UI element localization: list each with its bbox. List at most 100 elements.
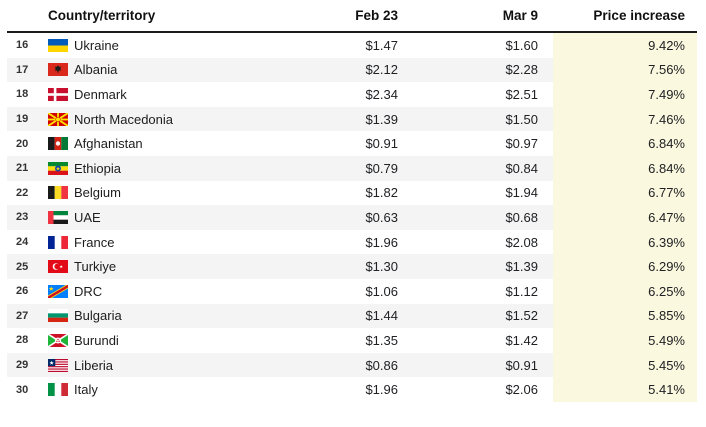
country-name: Italy [74, 382, 98, 398]
flag-north-macedonia-icon [48, 112, 68, 126]
rank-cell: 18 [16, 88, 29, 101]
country-cell: DRC [48, 279, 263, 304]
country-cell: Turkiye [48, 254, 263, 279]
mar9-price-cell: $1.94 [505, 185, 538, 201]
country-name: Ukraine [74, 37, 119, 53]
price-increase-table: Country/territory Feb 23 Mar 9 Price inc… [7, 0, 697, 402]
country-cell: Ukraine [48, 33, 263, 58]
price-increase-cell: 6.47% [553, 205, 697, 230]
mar9-price-cell: $0.84 [505, 160, 538, 176]
flag-bulgaria-icon [48, 309, 68, 323]
flag-burundi-icon [48, 333, 68, 347]
table-row: 30 Italy $1.96 $2.06 5.41% [7, 377, 697, 402]
country-name: France [74, 234, 115, 250]
flag-denmark-icon [48, 87, 68, 101]
table-row: 26 DRC $1.06 $1.12 6.25% [7, 278, 697, 304]
country-cell: North Macedonia [48, 107, 263, 132]
country-cell: France [48, 230, 263, 255]
feb23-price-cell: $1.96 [365, 382, 398, 398]
feb23-price-cell: $0.91 [365, 136, 398, 152]
feb23-price-cell: $1.44 [365, 308, 398, 324]
price-increase-cell: 9.42% [553, 33, 697, 58]
price-increase-cell: 5.49% [553, 328, 697, 353]
country-cell: Liberia [48, 353, 263, 378]
feb23-price-cell: $2.34 [365, 86, 398, 102]
country-name: DRC [74, 283, 103, 299]
flag-belgium-icon [48, 186, 68, 200]
flag-drc-icon [48, 284, 68, 298]
flag-liberia-icon [48, 358, 68, 372]
feb23-price-cell: $1.30 [365, 259, 398, 275]
country-cell: Italy [48, 377, 263, 402]
country-name: Liberia [74, 357, 114, 373]
price-increase-cell: 6.77% [553, 180, 697, 206]
table-row: 29 Liberia $0.86 $0.91 5.45% [7, 352, 697, 378]
country-cell: Afghanistan [48, 131, 263, 156]
country-name: Ethiopia [74, 160, 121, 176]
country-name: Albania [74, 62, 118, 78]
mar9-price-cell: $1.60 [505, 37, 538, 53]
country-name: North Macedonia [74, 111, 173, 127]
feb23-price-cell: $1.47 [365, 37, 398, 53]
mar9-price-cell: $1.52 [505, 308, 538, 324]
country-name: Afghanistan [74, 136, 143, 152]
rank-cell: 16 [16, 39, 29, 52]
country-cell: UAE [48, 205, 263, 230]
country-cell: Denmark [48, 82, 263, 107]
country-name: Turkiye [74, 259, 117, 275]
rank-cell: 29 [16, 359, 29, 372]
mar9-price-cell: $2.51 [505, 86, 538, 102]
price-increase-cell: 5.45% [553, 352, 697, 378]
country-name: Burundi [74, 332, 119, 348]
price-increase-cell: 6.25% [553, 278, 697, 304]
rank-cell: 19 [16, 113, 29, 126]
price-increase-cell: 7.56% [553, 57, 697, 83]
mar9-price-cell: $0.97 [505, 136, 538, 152]
flag-uae-icon [48, 210, 68, 224]
col-header-country: Country/territory [48, 8, 156, 23]
rank-cell: 17 [16, 63, 29, 76]
mar9-price-cell: $1.42 [505, 332, 538, 348]
table-body: 16 Ukraine $1.47 $1.60 9.42% 17 Albania … [7, 33, 697, 402]
table-row: 20 Afghanistan $0.91 $0.97 6.84% [7, 131, 697, 156]
rank-cell: 30 [16, 383, 29, 396]
table-row: 19 North Macedonia $1.39 $1.50 7.46% [7, 106, 697, 132]
mar9-price-cell: $2.28 [505, 62, 538, 78]
col-header-feb23: Feb 23 [355, 8, 398, 23]
country-cell: Belgium [48, 181, 263, 206]
feb23-price-cell: $1.39 [365, 111, 398, 127]
table-row: 16 Ukraine $1.47 $1.60 9.42% [7, 33, 697, 58]
table-row: 17 Albania $2.12 $2.28 7.56% [7, 57, 697, 83]
rank-cell: 28 [16, 334, 29, 347]
flag-ethiopia-icon [48, 161, 68, 175]
feb23-price-cell: $1.06 [365, 283, 398, 299]
mar9-price-cell: $2.08 [505, 234, 538, 250]
country-name: UAE [74, 209, 101, 225]
table-row: 24 France $1.96 $2.08 6.39% [7, 229, 697, 255]
table-row: 25 Turkiye $1.30 $1.39 6.29% [7, 254, 697, 279]
feb23-price-cell: $1.96 [365, 234, 398, 250]
feb23-price-cell: $1.82 [365, 185, 398, 201]
table-row: 23 UAE $0.63 $0.68 6.47% [7, 205, 697, 230]
feb23-price-cell: $0.79 [365, 160, 398, 176]
flag-albania-icon [48, 63, 68, 77]
flag-turkiye-icon [48, 260, 68, 274]
table-row: 22 Belgium $1.82 $1.94 6.77% [7, 180, 697, 206]
rank-cell: 27 [16, 309, 29, 322]
rank-cell: 21 [16, 162, 29, 175]
country-cell: Albania [48, 58, 263, 83]
price-increase-cell: 5.85% [553, 303, 697, 329]
feb23-price-cell: $0.63 [365, 209, 398, 225]
price-increase-cell: 7.49% [553, 82, 697, 107]
mar9-price-cell: $1.39 [505, 259, 538, 275]
price-increase-cell: 6.29% [553, 254, 697, 279]
country-cell: Burundi [48, 328, 263, 353]
mar9-price-cell: $1.50 [505, 111, 538, 127]
mar9-price-cell: $0.68 [505, 209, 538, 225]
country-cell: Bulgaria [48, 304, 263, 329]
col-header-mar9: Mar 9 [502, 8, 538, 23]
table-row: 18 Denmark $2.34 $2.51 7.49% [7, 82, 697, 107]
country-name: Bulgaria [74, 308, 122, 324]
price-increase-cell: 6.39% [553, 229, 697, 255]
